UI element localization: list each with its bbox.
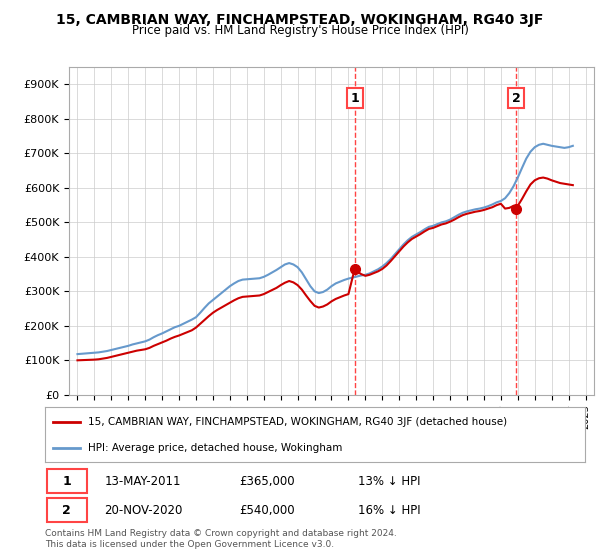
Text: Contains HM Land Registry data © Crown copyright and database right 2024.
This d: Contains HM Land Registry data © Crown c… [45,529,397,549]
Text: 15, CAMBRIAN WAY, FINCHAMPSTEAD, WOKINGHAM, RG40 3JF: 15, CAMBRIAN WAY, FINCHAMPSTEAD, WOKINGH… [56,13,544,27]
Text: 1: 1 [350,92,359,105]
FancyBboxPatch shape [47,469,87,493]
Text: £540,000: £540,000 [239,503,295,517]
Text: 15, CAMBRIAN WAY, FINCHAMPSTEAD, WOKINGHAM, RG40 3JF (detached house): 15, CAMBRIAN WAY, FINCHAMPSTEAD, WOKINGH… [88,418,508,427]
Text: 2: 2 [512,92,520,105]
Text: 16% ↓ HPI: 16% ↓ HPI [358,503,421,517]
Text: HPI: Average price, detached house, Wokingham: HPI: Average price, detached house, Woki… [88,444,343,453]
Text: 13% ↓ HPI: 13% ↓ HPI [358,475,421,488]
Text: 2: 2 [62,503,71,517]
Text: Price paid vs. HM Land Registry's House Price Index (HPI): Price paid vs. HM Land Registry's House … [131,24,469,37]
Text: 20-NOV-2020: 20-NOV-2020 [104,503,183,517]
Text: 13-MAY-2011: 13-MAY-2011 [104,475,181,488]
FancyBboxPatch shape [47,498,87,522]
Text: 1: 1 [62,475,71,488]
Text: £365,000: £365,000 [239,475,295,488]
